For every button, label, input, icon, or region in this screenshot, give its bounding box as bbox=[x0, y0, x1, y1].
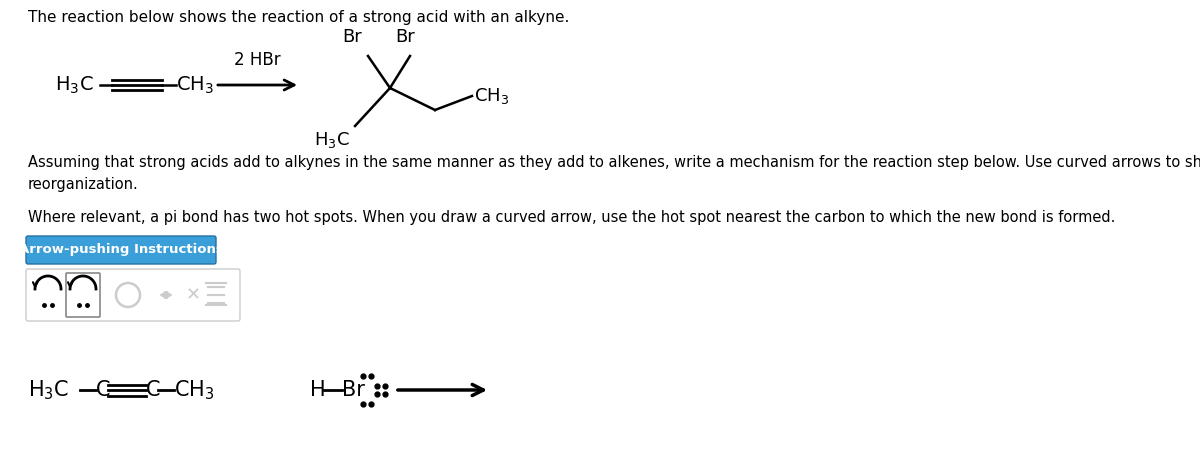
Text: H: H bbox=[310, 380, 325, 400]
Text: Br: Br bbox=[395, 28, 415, 46]
Text: H$_3$C: H$_3$C bbox=[55, 74, 94, 96]
Text: CH$_3$: CH$_3$ bbox=[174, 378, 215, 402]
FancyBboxPatch shape bbox=[26, 236, 216, 264]
Text: Br: Br bbox=[342, 28, 362, 46]
Text: H$_3$C: H$_3$C bbox=[28, 378, 70, 402]
Text: C: C bbox=[96, 380, 110, 400]
Text: The reaction below shows the reaction of a strong acid with an alkyne.: The reaction below shows the reaction of… bbox=[28, 10, 569, 25]
FancyBboxPatch shape bbox=[66, 273, 100, 317]
Text: 2 HBr: 2 HBr bbox=[234, 51, 281, 69]
Text: ✕: ✕ bbox=[186, 286, 200, 304]
Text: Assuming that strong acids add to alkynes in the same manner as they add to alke: Assuming that strong acids add to alkyne… bbox=[28, 155, 1200, 192]
Text: H$_3$C: H$_3$C bbox=[314, 130, 350, 150]
Text: Arrow-pushing Instructions: Arrow-pushing Instructions bbox=[19, 244, 223, 256]
Text: C: C bbox=[146, 380, 161, 400]
Text: Br: Br bbox=[342, 380, 365, 400]
FancyBboxPatch shape bbox=[26, 269, 240, 321]
Text: CH$_3$: CH$_3$ bbox=[474, 86, 509, 106]
Text: Where relevant, a pi bond has two hot spots. When you draw a curved arrow, use t: Where relevant, a pi bond has two hot sp… bbox=[28, 210, 1115, 225]
Text: CH$_3$: CH$_3$ bbox=[176, 74, 214, 96]
